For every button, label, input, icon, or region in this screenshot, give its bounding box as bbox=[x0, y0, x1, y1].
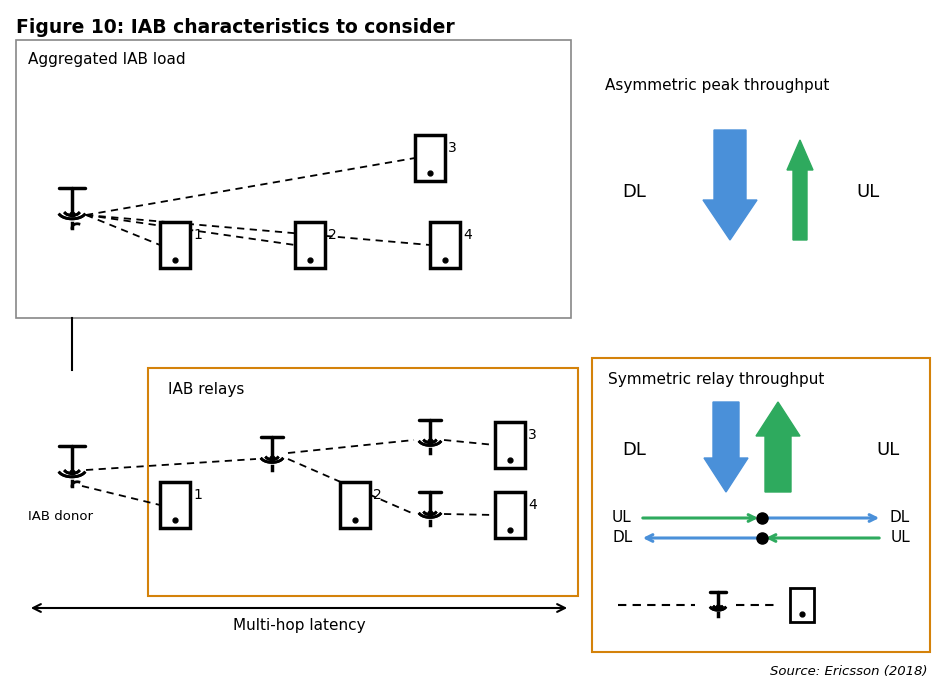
Text: 4: 4 bbox=[528, 498, 537, 512]
Text: 4: 4 bbox=[463, 228, 472, 242]
Text: Symmetric relay throughput: Symmetric relay throughput bbox=[608, 372, 824, 387]
Text: 2: 2 bbox=[373, 488, 381, 502]
Text: 3: 3 bbox=[528, 428, 537, 442]
Text: DL: DL bbox=[622, 441, 646, 459]
Bar bbox=[160, 222, 190, 268]
Bar bbox=[495, 422, 525, 468]
Text: DL: DL bbox=[890, 511, 910, 525]
Bar bbox=[160, 482, 190, 528]
Text: DL: DL bbox=[622, 183, 646, 201]
Text: UL: UL bbox=[612, 511, 632, 525]
Text: UL: UL bbox=[857, 183, 880, 201]
FancyArrow shape bbox=[704, 402, 748, 492]
Text: UL: UL bbox=[877, 441, 900, 459]
Text: DL: DL bbox=[612, 530, 632, 545]
Bar bbox=[16, 40, 571, 318]
Text: 3: 3 bbox=[448, 141, 457, 155]
Text: UL: UL bbox=[890, 530, 910, 545]
Bar bbox=[495, 492, 525, 538]
Bar bbox=[430, 222, 460, 268]
Text: IAB donor: IAB donor bbox=[28, 510, 93, 523]
Bar bbox=[295, 222, 325, 268]
Bar bbox=[790, 588, 814, 622]
Bar bbox=[148, 368, 578, 596]
Text: Multi-hop latency: Multi-hop latency bbox=[232, 618, 365, 633]
Text: 2: 2 bbox=[328, 228, 337, 242]
Text: 1: 1 bbox=[193, 488, 202, 502]
Text: Asymmetric peak throughput: Asymmetric peak throughput bbox=[605, 78, 830, 93]
Text: Aggregated IAB load: Aggregated IAB load bbox=[28, 52, 186, 67]
FancyArrow shape bbox=[703, 130, 757, 240]
FancyArrow shape bbox=[787, 140, 813, 240]
FancyArrow shape bbox=[756, 402, 800, 492]
Text: 1: 1 bbox=[193, 228, 202, 242]
Bar bbox=[340, 482, 370, 528]
Text: IAB relays: IAB relays bbox=[168, 382, 244, 397]
Bar bbox=[592, 358, 930, 652]
Text: Figure 10: IAB characteristics to consider: Figure 10: IAB characteristics to consid… bbox=[16, 18, 455, 37]
Text: Source: Ericsson (2018): Source: Ericsson (2018) bbox=[770, 665, 928, 678]
Bar bbox=[415, 135, 445, 181]
